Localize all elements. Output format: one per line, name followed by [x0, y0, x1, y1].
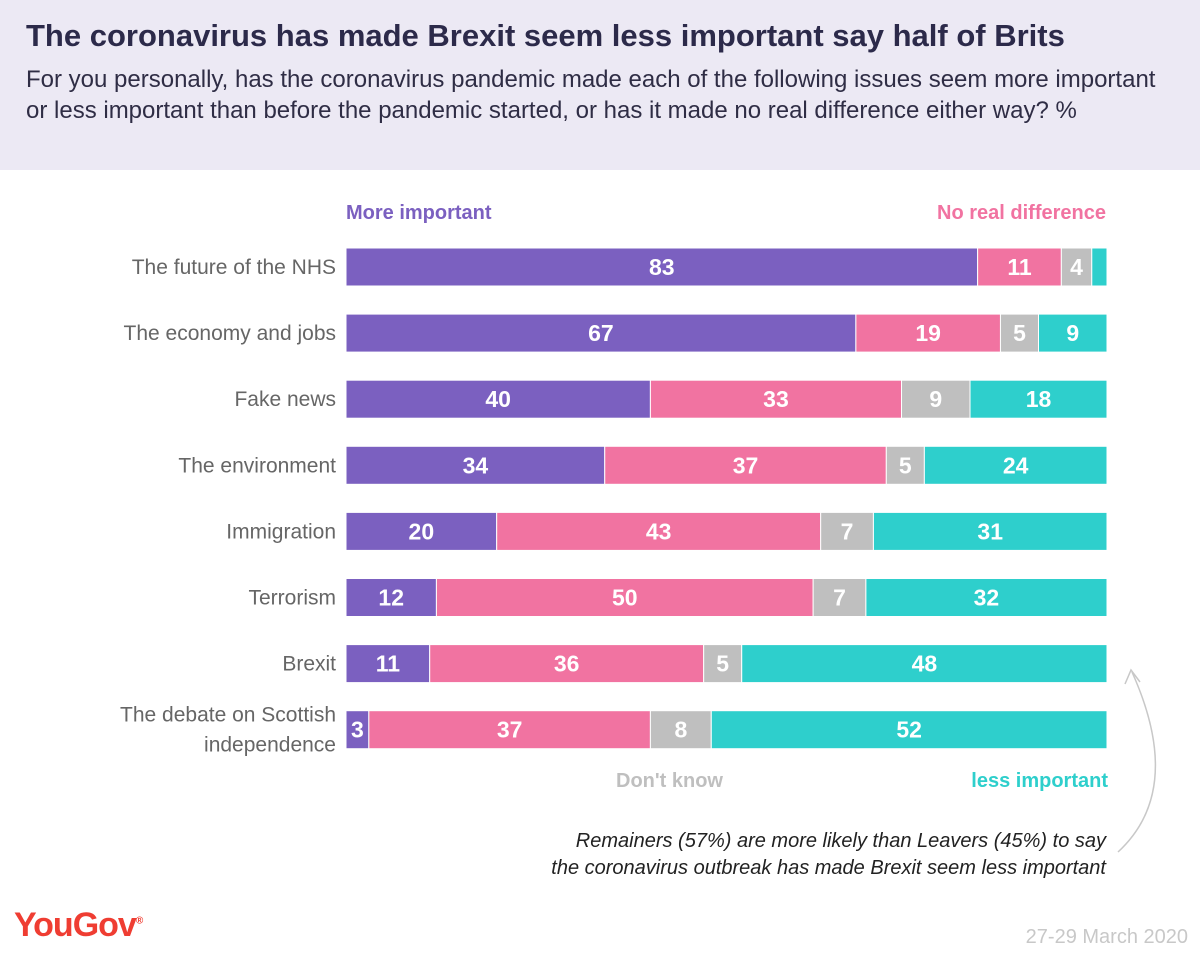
bar-the-economy-and-jobs-don-t-know — [999, 313, 1040, 353]
value-label-the-economy-and-jobs-don-t-know: 5 — [1013, 320, 1026, 346]
value-label-fake-news-no-real-difference: 33 — [763, 386, 789, 412]
fieldwork-date: 27-29 March 2020 — [1025, 926, 1188, 948]
bar-terrorism-more-important — [345, 578, 437, 617]
value-label-immigration-less-important: 31 — [977, 518, 1003, 544]
legend-more-important: More important — [346, 202, 492, 224]
value-label-the-future-of-the-nhs-don-t-know: 4 — [1070, 254, 1083, 280]
value-label-the-environment-more-important: 34 — [463, 452, 489, 478]
bar-terrorism-no-real-difference — [435, 578, 814, 617]
bar-brexit-less-important — [741, 644, 1108, 684]
bar-the-economy-and-jobs-more-important — [345, 313, 857, 353]
category-label-terrorism: Terrorism — [249, 587, 337, 610]
value-label-the-debate-on-scottish-independence-don-t-know: 8 — [674, 717, 687, 743]
bar-immigration-don-t-know — [820, 511, 874, 551]
bar-fake-news-less-important — [969, 379, 1108, 419]
bar-terrorism-don-t-know — [812, 578, 867, 617]
value-label-brexit-more-important: 11 — [376, 651, 401, 677]
bar-the-economy-and-jobs-less-important — [1038, 313, 1108, 353]
yougov-logo: YouGov® — [14, 906, 144, 944]
value-label-the-economy-and-jobs-less-important: 9 — [1066, 320, 1079, 346]
annotation-arrowhead — [1124, 668, 1141, 685]
category-label-the-environment: The environment — [178, 454, 336, 477]
legend-no-real-difference: No real difference — [937, 202, 1106, 224]
header: The coronavirus has made Brexit seem les… — [0, 0, 1200, 170]
bar-fake-news-more-important — [345, 379, 651, 419]
value-label-immigration-don-t-know: 7 — [841, 518, 854, 544]
bar-the-environment-more-important — [345, 445, 606, 485]
value-label-the-future-of-the-nhs-no-real-difference: 11 — [1007, 254, 1032, 280]
annotation-line-2: the coronavirus outbreak has made Brexit… — [551, 857, 1106, 879]
bar-the-future-of-the-nhs-less-important — [1091, 247, 1108, 287]
value-label-terrorism-more-important: 12 — [378, 585, 404, 611]
bar-the-economy-and-jobs-no-real-difference — [855, 313, 1001, 353]
value-label-terrorism-don-t-know: 7 — [833, 585, 846, 611]
value-label-brexit-no-real-difference: 36 — [554, 651, 580, 677]
bar-brexit-no-real-difference — [429, 644, 705, 684]
bar-the-debate-on-scottish-independence-no-real-difference — [368, 710, 651, 750]
value-label-the-debate-on-scottish-independence-no-real-difference: 37 — [497, 717, 523, 743]
bar-the-debate-on-scottish-independence-don-t-know — [649, 710, 712, 750]
value-label-the-environment-don-t-know: 5 — [899, 452, 912, 478]
value-label-the-future-of-the-nhs-more-important: 83 — [649, 254, 675, 280]
value-label-the-economy-and-jobs-no-real-difference: 19 — [915, 320, 941, 346]
bar-the-debate-on-scottish-independence-less-important — [710, 710, 1108, 750]
bar-the-environment-don-t-know — [885, 445, 925, 485]
logo-text: YouGov — [14, 906, 137, 944]
value-label-fake-news-less-important: 18 — [1026, 386, 1052, 412]
brexit-annotation: Remainers (57%) are more likely than Lea… — [406, 828, 1106, 882]
legend-less-important: less important — [971, 770, 1108, 792]
annotation-line-1: Remainers (57%) are more likely than Lea… — [575, 830, 1106, 852]
bar-the-environment-no-real-difference — [604, 445, 887, 485]
value-label-brexit-don-t-know: 5 — [716, 651, 729, 677]
bar-terrorism-less-important — [865, 578, 1108, 617]
value-label-the-environment-less-important: 24 — [1003, 452, 1029, 478]
value-label-fake-news-more-important: 40 — [485, 386, 511, 412]
legend-dont-know: Don't know — [616, 770, 723, 792]
category-label-the-debate-on-scottish-independence: The debate on Scottish independence — [120, 704, 336, 757]
bar-fake-news-no-real-difference — [649, 379, 903, 419]
bar-the-environment-less-important — [923, 445, 1108, 485]
value-label-immigration-no-real-difference: 43 — [646, 518, 672, 544]
bar-brexit-more-important — [345, 644, 431, 684]
value-label-the-debate-on-scottish-independence-less-important: 52 — [896, 717, 922, 743]
chart-title: The coronavirus has made Brexit seem les… — [26, 18, 1065, 53]
value-label-brexit-less-important: 48 — [912, 651, 938, 677]
category-label-brexit: Brexit — [282, 653, 336, 676]
bar-immigration-no-real-difference — [496, 511, 822, 551]
value-label-the-debate-on-scottish-independence-more-important: 3 — [351, 717, 364, 743]
bar-immigration-less-important — [872, 511, 1108, 551]
category-label-immigration: Immigration — [226, 520, 336, 543]
bar-fake-news-don-t-know — [901, 379, 971, 419]
value-label-the-economy-and-jobs-more-important: 67 — [588, 320, 614, 346]
value-label-terrorism-less-important: 32 — [974, 585, 1000, 611]
annotation-arrow — [1117, 671, 1157, 853]
value-label-terrorism-no-real-difference: 50 — [612, 585, 638, 611]
value-label-fake-news-don-t-know: 9 — [929, 386, 942, 412]
chart-subtitle: For you personally, has the coronavirus … — [26, 66, 1156, 124]
category-label-the-economy-and-jobs: The economy and jobs — [124, 322, 336, 345]
bar-immigration-more-important — [345, 511, 498, 551]
bar-the-future-of-the-nhs-don-t-know — [1060, 247, 1093, 287]
value-label-the-environment-no-real-difference: 37 — [733, 452, 759, 478]
category-label-the-future-of-the-nhs: The future of the NHS — [132, 256, 336, 279]
bar-brexit-don-t-know — [703, 644, 743, 684]
category-label-fake-news: Fake news — [234, 388, 336, 411]
value-label-immigration-more-important: 20 — [409, 518, 435, 544]
bar-the-future-of-the-nhs-more-important — [345, 247, 979, 287]
